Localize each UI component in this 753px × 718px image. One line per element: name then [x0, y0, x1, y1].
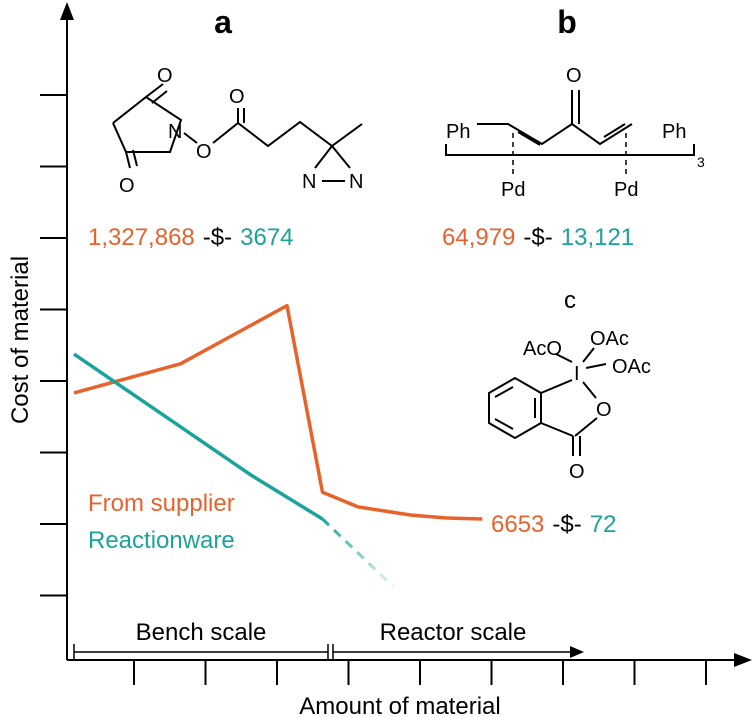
bond-i-oac-left [555, 353, 573, 363]
benzene-double1 [494, 386, 514, 398]
bond-n-o [183, 132, 198, 144]
bond-co1 [145, 83, 164, 98]
x-axis-arrow [734, 653, 752, 667]
reactionware-cost-c: 72 [590, 511, 617, 538]
succinimide-ring [112, 95, 183, 153]
chain [237, 120, 333, 148]
diaz-bond1 [314, 145, 333, 169]
x-ticks [133, 660, 707, 685]
cost-annotation-b: 64,979 -$- 13,121 [442, 224, 634, 251]
repeat-bracket [445, 144, 695, 156]
bond-ar-c [540, 422, 574, 437]
panel-label-c: c [564, 287, 576, 314]
series-line-from-supplier [73, 303, 483, 521]
dba-double1 [517, 131, 541, 146]
atom-o1: O [157, 65, 173, 87]
y-axis-label: Cost of material [7, 256, 34, 424]
reactor-bracket-arrow [570, 646, 584, 658]
reactor-scale-label: Reactor scale [380, 619, 527, 646]
cost-separator-a: -$- [203, 224, 232, 251]
cost-annotation-c: 6653 -$- 72 [491, 511, 616, 538]
atom-n-az2: N [349, 171, 363, 193]
structure-c: AcO OAc OAc I O O [488, 328, 651, 483]
atom-n: N [168, 121, 182, 143]
series-line-reactionware-extrapolated [321, 517, 395, 588]
atom-pd1: Pd [501, 179, 525, 201]
repeat-subscript: 3 [697, 154, 705, 170]
reactionware-cost-a: 3674 [240, 224, 293, 251]
cost-annotation-a: 1,327,868 -$- 3674 [88, 224, 294, 251]
atom-o-ring: O [596, 399, 612, 421]
bench-scale-label: Bench scale [136, 619, 267, 646]
bond-i-o [582, 381, 597, 399]
atom-pd2: Pd [614, 179, 638, 201]
supplier-cost-b: 64,979 [442, 224, 515, 251]
panel-label-a: a [214, 4, 232, 40]
methyl [331, 123, 363, 147]
reactionware-cost-b: 13,121 [561, 224, 634, 251]
atom-i: I [574, 363, 580, 385]
series-line-reactionware [73, 352, 324, 521]
atom-o3: O [229, 86, 245, 108]
atom-o-link: O [196, 141, 212, 163]
cost-separator-c: -$- [552, 511, 581, 538]
y-ticks [40, 94, 67, 597]
benzene-ring [488, 376, 542, 440]
supplier-cost-c: 6653 [491, 511, 544, 538]
atom-oac1: OAc [590, 328, 629, 350]
y-axis-arrow [60, 2, 74, 20]
bond-co2 [125, 151, 131, 169]
atom-oac2: OAc [612, 356, 651, 378]
structure-a: O O N O O N N [112, 65, 363, 197]
supplier-cost-a: 1,327,868 [88, 224, 195, 251]
bond-co1-double [151, 90, 168, 104]
bond-i-oac-top [582, 347, 595, 363]
bond-co2-double [132, 149, 138, 167]
axes [40, 2, 752, 685]
atom-o-dba: O [566, 65, 582, 87]
dba-chain [477, 122, 633, 146]
bond-o-c [212, 122, 239, 144]
scale-brackets [73, 644, 584, 660]
atom-ph1: Ph [446, 121, 470, 143]
legend-reactionware: Reactionware [88, 527, 235, 554]
atom-aco: AcO [523, 338, 562, 360]
panel-label-b: b [557, 4, 577, 40]
bond-o-c [574, 417, 598, 437]
x-axis-label: Amount of material [299, 693, 500, 718]
structure-b: O Ph Ph 3 Pd Pd [445, 65, 705, 201]
legend-from-supplier: From supplier [88, 490, 235, 517]
atom-ph2: Ph [662, 121, 686, 143]
atom-o2: O [119, 175, 135, 197]
benzene-double3 [494, 418, 514, 430]
dba-double2 [603, 123, 626, 138]
bond-ar-i [540, 379, 573, 394]
atom-o-carbonyl: O [569, 461, 585, 483]
atom-n-az1: N [302, 171, 316, 193]
bond-i-oac-right [585, 363, 607, 369]
cost-separator-b: -$- [523, 224, 552, 251]
diaz-bond2 [331, 145, 351, 169]
